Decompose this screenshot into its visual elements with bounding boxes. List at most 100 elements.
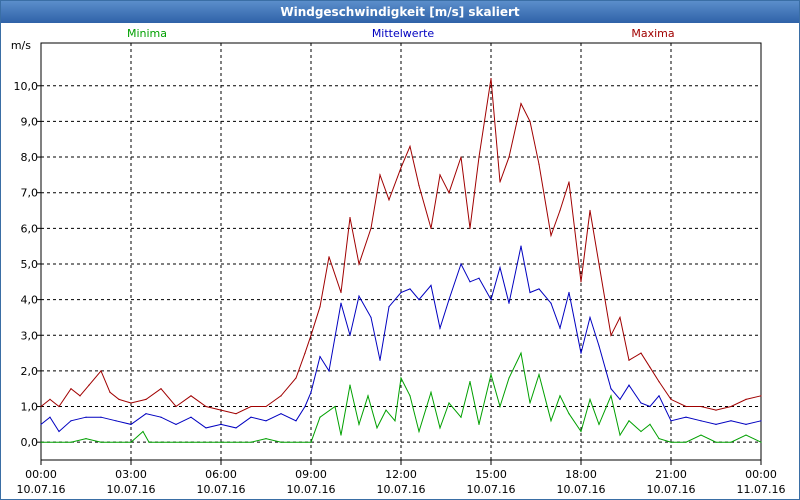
data-point-minima (280, 441, 282, 443)
data-point-mittelwerte (304, 405, 306, 408)
data-point-maxima (430, 227, 432, 229)
x-tick-date: 10.07.16 (107, 483, 156, 496)
data-point-mittelwerte (295, 420, 297, 422)
data-point-mittelwerte (379, 359, 381, 361)
data-point-mittelwerte (58, 430, 60, 433)
wind-speed-chart: 0,0 1,0 2,0 3,0 4,0 5,0 6,0 7,0 8,0 9,0 10,0 00:00… (11, 27, 786, 496)
x-tick-date: 10.07.16 (647, 483, 696, 496)
data-point-minima (460, 416, 462, 418)
legend-mittelwerte: Mittelwerte (372, 27, 435, 40)
series-lines (40, 78, 762, 443)
data-point-minima (418, 430, 420, 433)
data-point-maxima (220, 409, 222, 411)
data-point-minima (358, 423, 360, 425)
data-point-minima (640, 430, 642, 433)
x-tick-time: 00:00 (25, 468, 57, 481)
data-point-mittelwerte (160, 416, 162, 418)
data-point-maxima (499, 181, 501, 183)
data-point-mittelwerte (538, 288, 540, 290)
data-point-maxima (370, 227, 372, 229)
data-point-maxima (49, 398, 51, 401)
data-point-minima (439, 427, 441, 429)
window-title: Windgeschwindigkeit [m/s] skaliert (1, 1, 799, 23)
data-point-minima (568, 413, 570, 415)
data-point-mittelwerte (400, 291, 402, 294)
x-tick-date: 10.07.16 (467, 483, 516, 496)
data-point-maxima (304, 352, 306, 354)
x-tick-date: 10.07.16 (557, 483, 606, 496)
data-point-mittelwerte (328, 370, 330, 372)
data-point-maxima (439, 174, 441, 176)
data-point-maxima (469, 227, 471, 229)
data-point-mittelwerte (628, 384, 630, 386)
data-point-maxima (175, 405, 177, 408)
data-point-maxima (715, 409, 717, 411)
y-tick-label: 9,0 (21, 115, 39, 128)
data-point-mittelwerte (685, 416, 687, 418)
data-point-minima (499, 405, 501, 408)
legend: Minima Mittelwerte Maxima (127, 27, 675, 40)
y-axis-label: m/s (11, 39, 31, 52)
data-point-maxima (580, 281, 582, 283)
data-point-mittelwerte (610, 388, 612, 390)
data-point-maxima (760, 395, 762, 397)
data-point-minima (190, 441, 192, 443)
data-point-minima (265, 438, 267, 440)
data-point-minima (385, 409, 387, 411)
legend-minima: Minima (127, 27, 167, 40)
y-tick-label: 5,0 (21, 258, 39, 271)
data-point-mittelwerte (499, 266, 501, 269)
data-point-minima (100, 441, 102, 443)
data-point-mittelwerte (715, 423, 717, 425)
data-point-maxima (460, 156, 462, 158)
data-point-maxima (349, 217, 351, 219)
data-point-mittelwerte (529, 291, 531, 294)
data-point-maxima (130, 402, 132, 404)
data-point-minima (589, 398, 591, 401)
data-point-minima (700, 434, 702, 436)
data-point-maxima (118, 398, 120, 401)
data-point-mittelwerte (220, 423, 222, 425)
data-point-mittelwerte (388, 306, 390, 308)
data-point-mittelwerte (508, 302, 510, 304)
y-tick-label: 6,0 (21, 222, 39, 235)
data-point-maxima (280, 395, 282, 397)
data-point-maxima (619, 316, 621, 319)
data-point-mittelwerte (280, 413, 282, 415)
data-point-minima (448, 402, 450, 404)
y-tick-label: 8,0 (21, 151, 39, 164)
data-point-mittelwerte (418, 299, 420, 301)
data-point-maxima (310, 334, 312, 336)
data-point-maxima (508, 156, 510, 158)
data-point-maxima (670, 398, 672, 401)
data-point-mittelwerte (340, 302, 342, 304)
x-tick-date: 11.07.16 (737, 483, 786, 496)
data-point-mittelwerte (70, 420, 72, 422)
data-point-maxima (145, 398, 147, 401)
data-point-minima (394, 420, 396, 422)
data-point-mittelwerte (265, 420, 267, 422)
data-point-minima (745, 434, 747, 436)
data-point-maxima (160, 388, 162, 390)
data-point-minima (610, 395, 612, 397)
data-point-minima (508, 377, 510, 379)
data-point-mittelwerte (409, 288, 411, 290)
data-point-mittelwerte (190, 416, 192, 418)
data-point-maxima (568, 181, 570, 183)
data-point-mittelwerte (649, 405, 651, 408)
data-point-mittelwerte (598, 345, 600, 347)
data-point-minima (160, 441, 162, 443)
data-point-minima (85, 438, 87, 440)
data-point-mittelwerte (349, 334, 351, 336)
data-point-minima (685, 441, 687, 443)
data-point-maxima (319, 306, 321, 308)
data-point-maxima (88, 384, 90, 386)
data-point-minima (367, 395, 369, 397)
series-mittelwerte (40, 245, 762, 433)
data-point-minima (148, 441, 150, 443)
data-point-mittelwerte (640, 402, 642, 404)
x-tick-time: 12:00 (385, 468, 417, 481)
x-tick-date: 10.07.16 (287, 483, 336, 496)
data-point-maxima (538, 163, 540, 165)
